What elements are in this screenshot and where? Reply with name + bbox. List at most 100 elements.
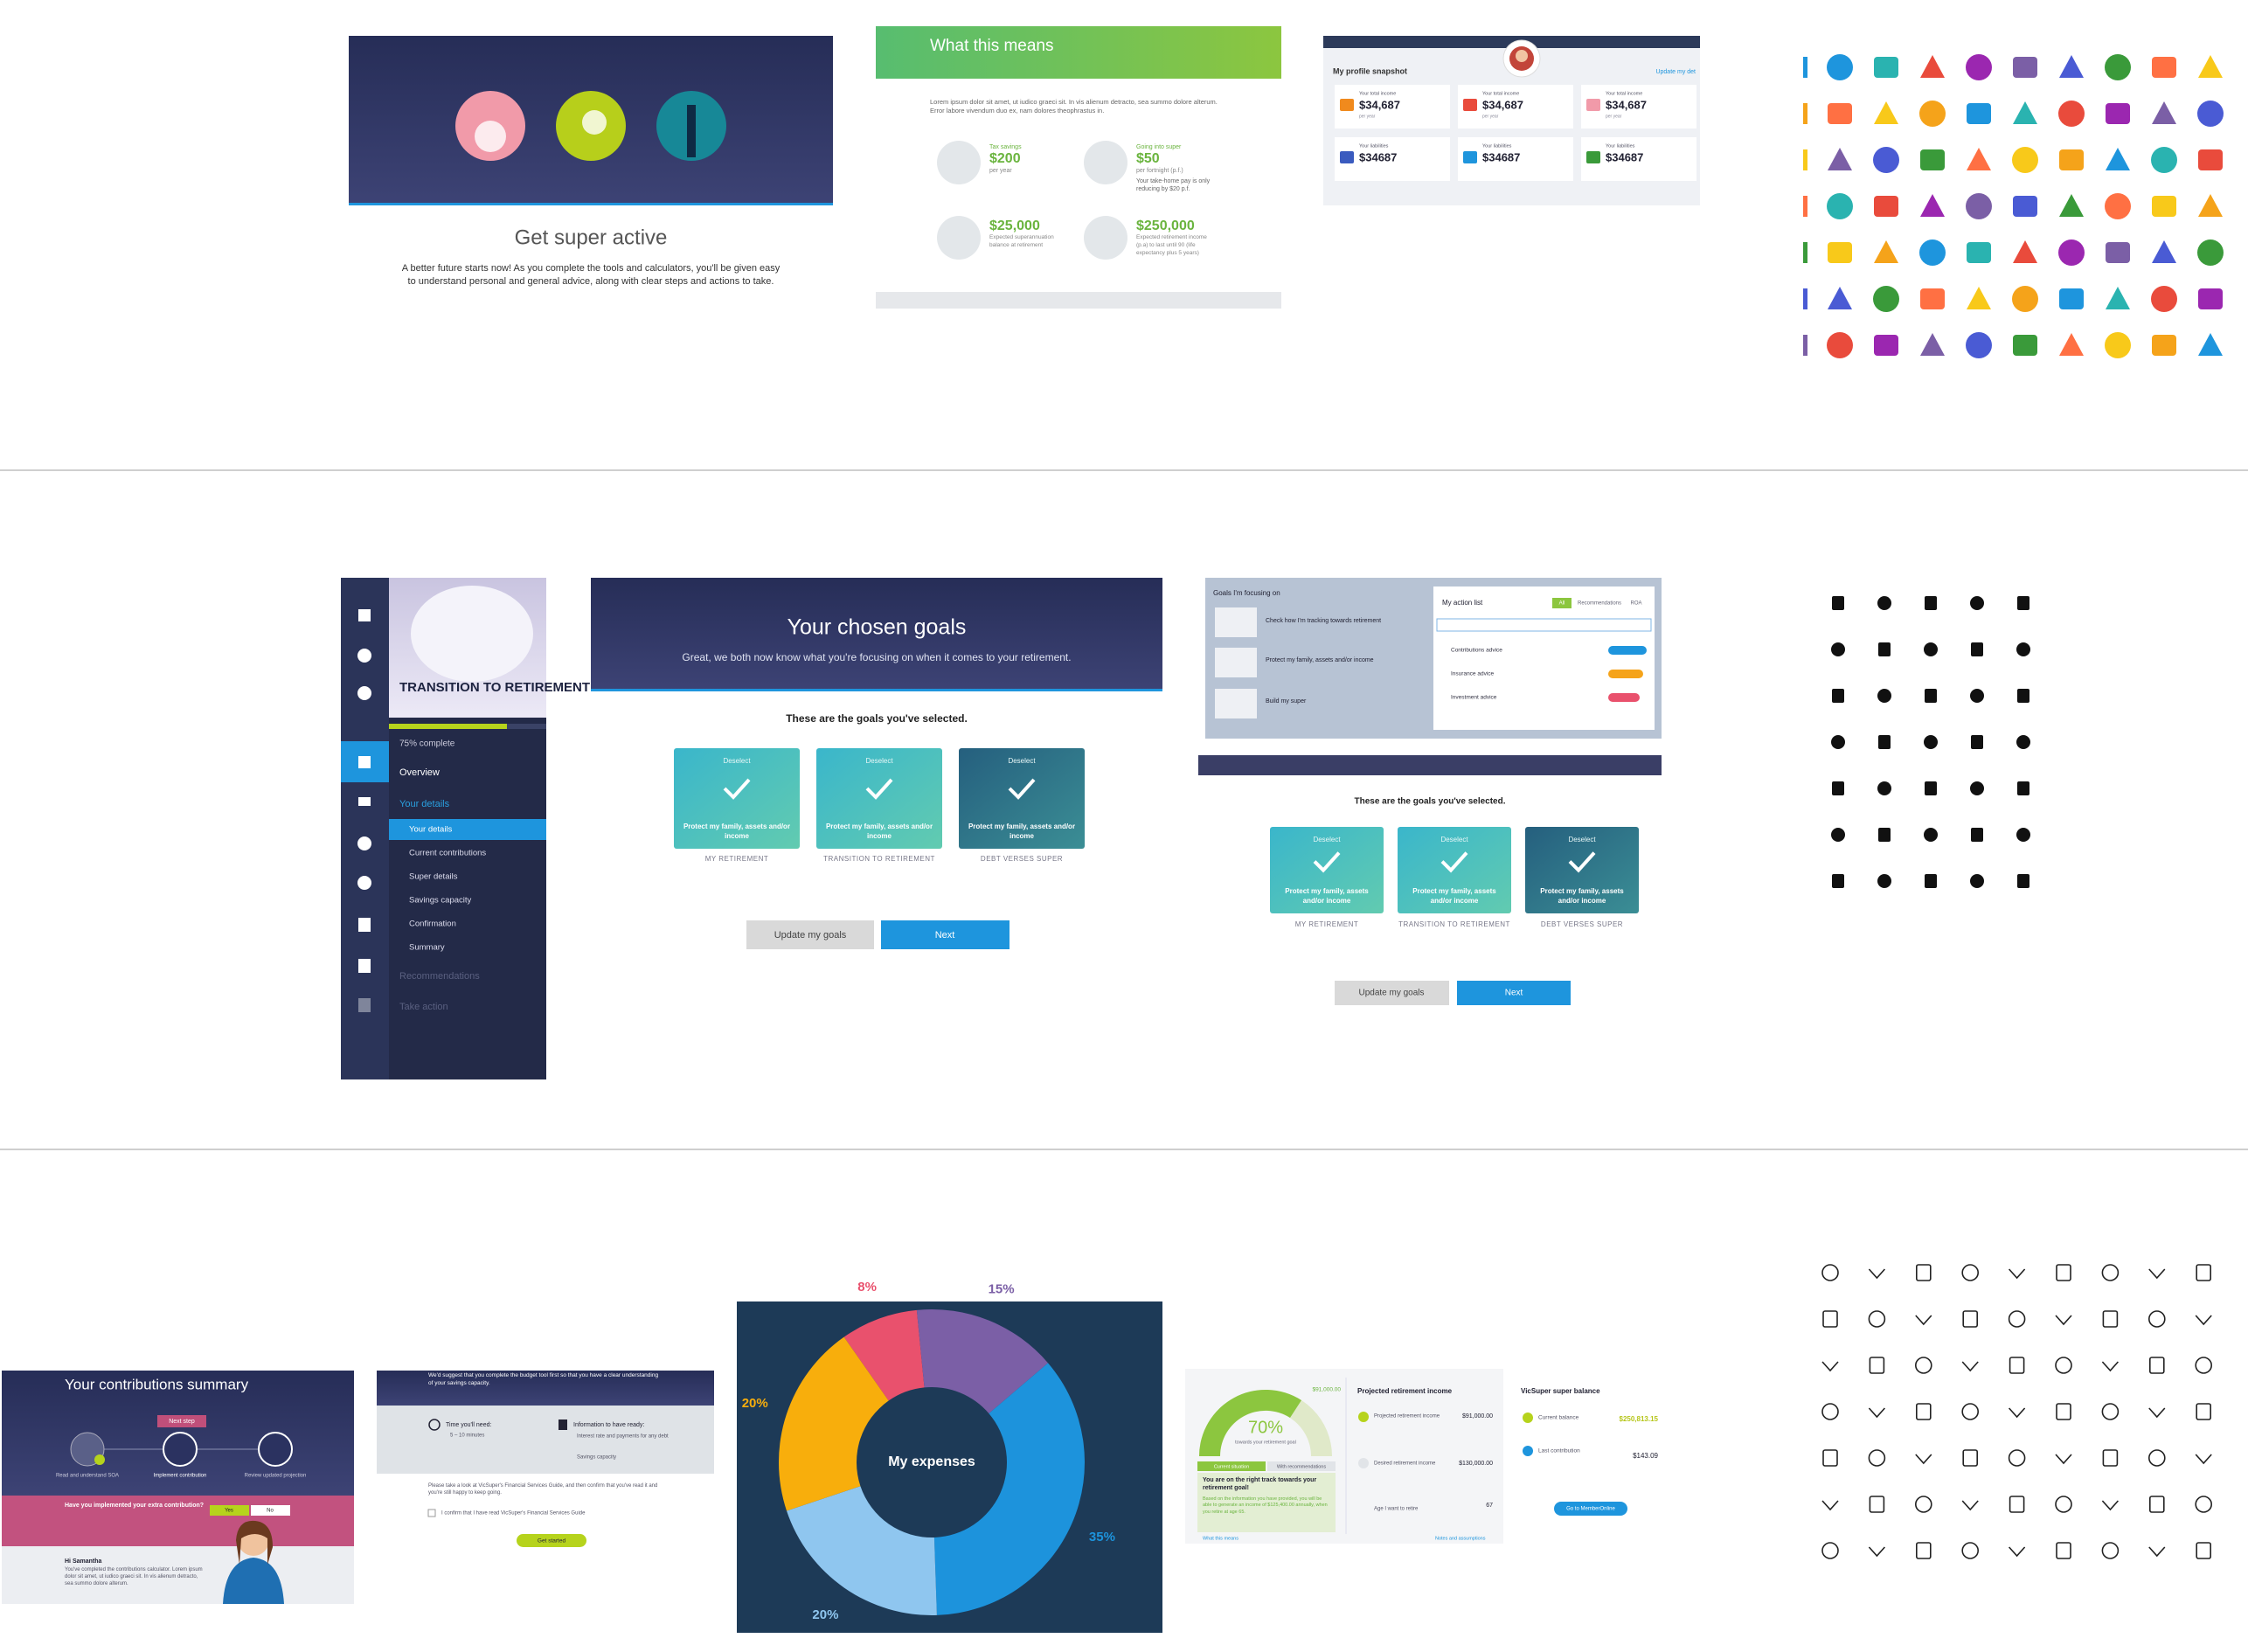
icon bbox=[2152, 196, 2176, 217]
text-box: You are on the right track towards your … bbox=[1203, 1477, 1316, 1491]
text-box: Protect my family, assets and/or income bbox=[1540, 887, 1623, 905]
submenu-item[interactable]: Super details bbox=[409, 872, 458, 882]
progress-fill bbox=[389, 724, 507, 729]
button-label[interactable]: Update my goals bbox=[774, 930, 847, 941]
button[interactable] bbox=[1457, 981, 1571, 1005]
submenu-item[interactable]: Summary bbox=[409, 943, 445, 953]
button[interactable] bbox=[210, 1505, 249, 1516]
icon bbox=[475, 121, 506, 152]
message-box bbox=[1197, 1473, 1336, 1532]
checkbox-label[interactable]: I confirm that I have read VicSuper's Fi… bbox=[441, 1511, 586, 1517]
icon bbox=[2058, 239, 2085, 266]
tab-label[interactable]: With recommendations bbox=[1277, 1464, 1326, 1469]
link[interactable]: Notes and assumptions bbox=[1435, 1536, 1486, 1541]
icon bbox=[1803, 149, 1807, 170]
icon bbox=[1831, 828, 1845, 842]
link[interactable]: What this means bbox=[1203, 1536, 1238, 1541]
row-value: $143.09 bbox=[1633, 1452, 1658, 1460]
button-label[interactable]: Next bbox=[1505, 989, 1523, 998]
question-band bbox=[2, 1496, 354, 1546]
card-tag[interactable]: Deselect bbox=[1313, 836, 1341, 843]
submenu-item[interactable]: Savings capacity bbox=[409, 896, 472, 906]
icon bbox=[2101, 1264, 2120, 1281]
top-bar bbox=[1323, 36, 1700, 48]
card-tag[interactable]: Deselect bbox=[1568, 836, 1596, 843]
menu-item[interactable]: Overview bbox=[399, 767, 440, 778]
card-tag[interactable]: Deselect bbox=[865, 757, 893, 765]
tile-label: Your total income bbox=[1482, 91, 1519, 96]
icon bbox=[1803, 288, 1807, 309]
button[interactable] bbox=[1335, 981, 1449, 1005]
tile-note: per year bbox=[1606, 114, 1622, 119]
button-label[interactable]: Get started bbox=[538, 1538, 566, 1544]
icon bbox=[2106, 103, 2130, 124]
icon bbox=[1803, 242, 1807, 263]
tile-label: Your liabilities bbox=[1359, 143, 1389, 149]
icon bbox=[937, 141, 981, 184]
icon bbox=[1869, 1357, 1885, 1374]
button-label[interactable]: Go to MemberOnline bbox=[1566, 1507, 1615, 1512]
button[interactable] bbox=[881, 920, 1010, 949]
card-tag[interactable]: Deselect bbox=[1008, 757, 1036, 765]
submenu-item[interactable]: Current contributions bbox=[409, 849, 486, 858]
goal-card[interactable] bbox=[816, 748, 942, 849]
goal-card[interactable] bbox=[959, 748, 1085, 849]
rail-icon bbox=[358, 756, 371, 768]
submenu-item[interactable]: Your details bbox=[409, 825, 453, 835]
tab[interactable] bbox=[1197, 1461, 1266, 1471]
checkbox[interactable] bbox=[427, 1509, 436, 1517]
icon bbox=[2009, 1546, 2026, 1558]
icon bbox=[1961, 1542, 1979, 1559]
card-text: MY RETIREMENT bbox=[1294, 920, 1359, 928]
button-label[interactable]: Next bbox=[935, 930, 955, 941]
action-item: Investment advice bbox=[1451, 695, 1497, 701]
gauge-caption: towards your retirement goal bbox=[1235, 1440, 1296, 1445]
icon bbox=[1822, 1449, 1838, 1467]
goal-card[interactable] bbox=[1525, 827, 1639, 913]
button-label[interactable]: Yes bbox=[225, 1509, 233, 1514]
icon bbox=[2013, 196, 2037, 217]
goal-card[interactable] bbox=[674, 748, 800, 849]
button[interactable] bbox=[1554, 1502, 1627, 1516]
rail-icon bbox=[357, 836, 371, 850]
icon bbox=[1869, 1496, 1885, 1513]
icon bbox=[1831, 735, 1845, 749]
focus-item: Build my super bbox=[1266, 698, 1307, 705]
goal-card[interactable] bbox=[1398, 827, 1511, 913]
donut-segment bbox=[933, 1363, 1085, 1615]
card-tag[interactable]: Deselect bbox=[723, 757, 751, 765]
submenu-item[interactable]: Confirmation bbox=[409, 920, 456, 929]
icon bbox=[2058, 101, 2085, 127]
tab-label[interactable]: ROA bbox=[1630, 601, 1641, 607]
tab-label[interactable]: Recommendations bbox=[1578, 601, 1621, 607]
menu-item[interactable]: Take action bbox=[399, 1002, 448, 1012]
tab[interactable] bbox=[1267, 1461, 1336, 1471]
legend-dot bbox=[1358, 1458, 1369, 1468]
action-item: Insurance advice bbox=[1451, 671, 1495, 677]
button-label[interactable]: Update my goals bbox=[1358, 989, 1424, 998]
goal-card[interactable] bbox=[1270, 827, 1384, 913]
icon bbox=[2195, 1315, 2212, 1326]
menu-item[interactable]: Your details bbox=[399, 799, 450, 809]
tab[interactable] bbox=[1552, 598, 1572, 608]
body: You've completed the contributions calcu… bbox=[65, 1567, 203, 1587]
button[interactable] bbox=[746, 920, 874, 949]
tab-label[interactable]: All bbox=[1559, 601, 1565, 607]
intro: Lorem ipsum dolor sit amet, ut iudico gr… bbox=[930, 98, 1218, 115]
card-tag[interactable]: Deselect bbox=[1440, 836, 1468, 843]
button-label[interactable]: No bbox=[267, 1509, 274, 1514]
donut-segment bbox=[843, 1309, 925, 1401]
menu-item[interactable]: Recommendations bbox=[399, 971, 480, 982]
sidebar-panel: TRANSITION TO RETIREMENT 75% complete Ov… bbox=[341, 578, 590, 1079]
icon bbox=[2148, 1407, 2166, 1419]
tile-icon bbox=[1586, 151, 1600, 163]
icon bbox=[1084, 141, 1127, 184]
icon bbox=[2055, 1315, 2072, 1326]
button[interactable] bbox=[251, 1505, 290, 1516]
icon bbox=[1878, 828, 1891, 842]
button[interactable] bbox=[517, 1534, 586, 1547]
tab-label[interactable]: Current situation bbox=[1214, 1464, 1249, 1469]
doc-icon bbox=[559, 1419, 567, 1430]
clock-icon bbox=[428, 1419, 441, 1431]
